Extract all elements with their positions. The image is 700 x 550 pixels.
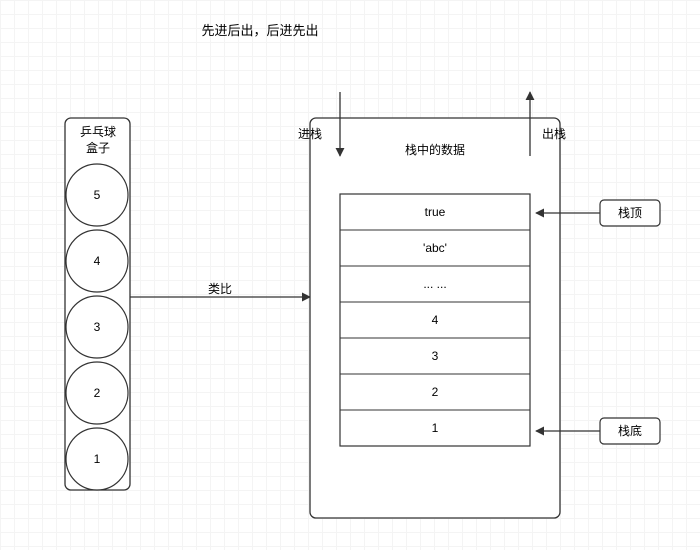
pointer-top-label: 栈顶 [618,205,642,220]
ball-label: 3 [94,320,101,334]
stack-row-value: 2 [432,385,439,399]
ball-label: 4 [94,254,101,268]
stack-row-value: 3 [432,349,439,363]
diagram-title: 先进后出，后进先出 [201,23,318,38]
stack-row-value: ... ... [423,277,446,291]
ball-label: 1 [94,452,101,466]
stack-row-value: 'abc' [423,241,447,255]
ball-box-label-l1: 乒乓球 [80,125,116,139]
stack-row-value: 4 [432,313,439,327]
analogy-label: 类比 [208,282,232,296]
stack-container-title: 栈中的数据 [405,142,465,157]
pop-arrow-label: 出栈 [542,126,566,141]
push-arrow-label: 进栈 [298,126,322,141]
ball-label: 5 [94,188,101,202]
stack-row-value: true [425,205,446,219]
pointer-bottom-label: 栈底 [618,423,642,438]
stack-row-value: 1 [432,421,439,435]
ball-label: 2 [94,386,101,400]
ball-box-label-l2: 盒子 [86,140,110,155]
